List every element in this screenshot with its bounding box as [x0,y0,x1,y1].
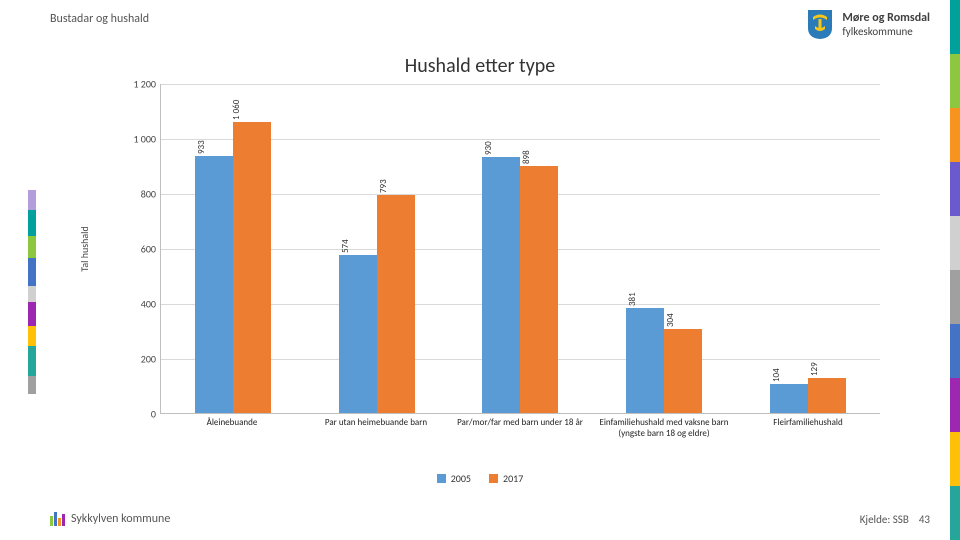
bar-value-label: 574 [340,239,351,253]
bar-group: 574793 [305,84,449,413]
y-axis-label: Tal hushald [78,226,91,271]
bar-value-label: 304 [665,314,676,328]
y-tick: 200 [116,353,156,366]
legend: 2005 2017 [0,472,960,485]
y-tick: 0 [116,408,156,421]
plot-area: 9331 060574793930898381304104129 [160,84,880,414]
stripe-segment [950,54,960,108]
bar-2017: 898 [520,166,558,413]
stripe-segment [950,108,960,162]
footer-left: Sykkylven kommune [50,512,170,526]
page-number: 43 [919,513,930,526]
stripe-segment [950,486,960,540]
municipality-name: Sykkylven kommune [71,512,170,526]
stripe-segment [28,326,36,346]
logo-line2: fylkeskommune [842,25,930,38]
stripe-segment [28,258,36,286]
legend-label: 2017 [503,472,523,485]
bar-value-label: 898 [522,150,533,164]
stripe-segment [950,162,960,216]
stripe-segment [950,324,960,378]
stripe-segment [28,346,36,376]
bar-group: 930898 [449,84,593,413]
footer-bar [62,514,65,526]
slide: Bustadar og hushald Møre og Romsdal fylk… [0,0,960,540]
bar-value-label: 793 [378,179,389,193]
x-axis-labels: ÅleinebuandePar utan heimebuande barnPar… [160,418,880,440]
stripe-segment [950,378,960,432]
chart-title: Hushald etter type [0,54,960,78]
footer-bar [50,516,53,526]
x-tick-label: Åleinebuande [160,418,304,440]
logo-text: Møre og Romsdal fylkeskommune [842,11,930,38]
source-label: Kjelde: SSB [860,513,909,526]
stripe-segment [28,286,36,302]
x-tick-label: Par/mor/far med barn under 18 år [448,418,592,440]
footer-bar [58,518,61,526]
y-tick: 1 000 [116,133,156,146]
bar-2005: 933 [195,156,233,413]
bar-group: 9331 060 [161,84,305,413]
bar-2017: 304 [664,329,702,413]
chart: Tal hushald 9331 06057479393089838130410… [110,84,890,414]
bar-value-label: 933 [196,141,207,155]
section-header: Bustadar og hushald [50,12,149,26]
stripe-segment [28,210,36,236]
bar-2017: 129 [808,378,846,413]
stripe-segment [28,236,36,258]
bar-groups: 9331 060574793930898381304104129 [161,84,880,413]
bar-2005: 574 [339,255,377,413]
x-tick-label: Par utan heimebuande barn [304,418,448,440]
bar-value-label: 930 [484,142,495,156]
stripe-segment [950,432,960,486]
logo-line1: Møre og Romsdal [842,11,930,25]
stripe-segment [950,216,960,270]
side-stripe [950,0,960,540]
bar-2005: 104 [770,384,808,413]
stripe-segment [28,190,36,210]
legend-swatch [437,474,446,483]
stripe-segment [28,376,36,394]
footer-bars-icon [50,512,65,526]
stripe-segment [950,0,960,54]
y-tick: 600 [116,243,156,256]
footer-right: Kjelde: SSB 43 [860,513,930,526]
legend-label: 2005 [451,472,471,485]
x-tick-label: Fleirfamiliehushald [736,418,880,440]
bar-2017: 793 [377,195,415,413]
bar-2017: 1 060 [233,122,271,414]
y-tick: 1 200 [116,78,156,91]
y-tick: 800 [116,188,156,201]
footer-bar [54,512,57,526]
legend-item: 2017 [489,472,523,485]
x-tick-label: Einfamiliehushald med vaksne barn (yngst… [592,418,736,440]
bar-group: 104129 [736,84,880,413]
bar-value-label: 1 060 [231,99,242,119]
left-stripe [28,190,36,394]
legend-item: 2005 [437,472,471,485]
y-tick: 400 [116,298,156,311]
shield-icon [806,8,834,40]
bar-value-label: 104 [771,369,782,383]
bar-2005: 930 [482,157,520,413]
bar-group: 381304 [592,84,736,413]
bar-value-label: 129 [809,362,820,376]
legend-swatch [489,474,498,483]
bar-2005: 381 [626,308,664,413]
stripe-segment [28,302,36,326]
org-logo: Møre og Romsdal fylkeskommune [806,8,930,40]
stripe-segment [950,270,960,324]
bar-value-label: 381 [627,293,638,307]
